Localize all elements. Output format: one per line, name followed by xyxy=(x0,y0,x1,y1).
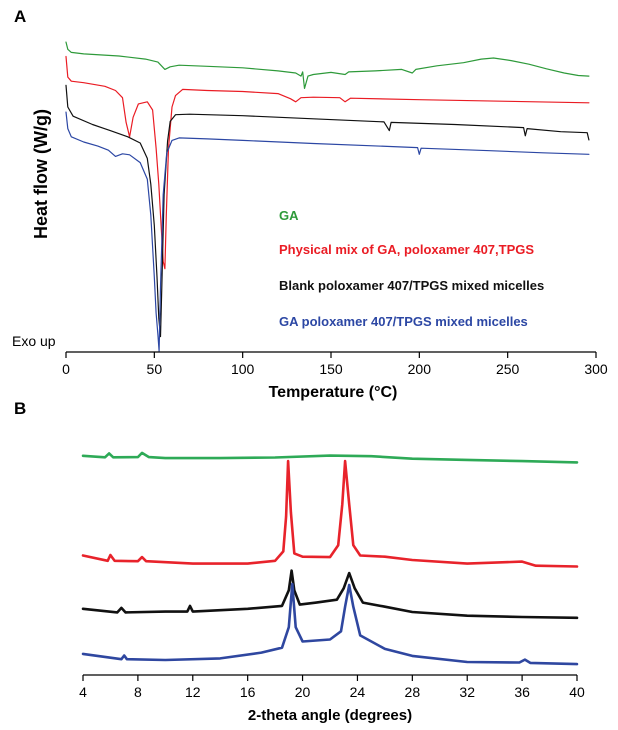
panel-b-x-tick-label: 16 xyxy=(240,684,256,700)
panel-a-legend-entry: Physical mix of GA, poloxamer 407,TPGS xyxy=(279,242,534,257)
panel-b-xrd-chart: B 4 8 12 16 20 24 28 32 36 40 2-theta angle (degr… xyxy=(14,399,585,724)
panel-a-x-axis-title: Temperature (°C) xyxy=(269,384,398,401)
panel-a-x-tick-label: 50 xyxy=(147,361,163,377)
panel-a-legend-entry: GA xyxy=(279,208,299,223)
panel-a-letter: A xyxy=(14,7,26,26)
panel-b-x-tick-label: 28 xyxy=(405,684,421,700)
panel-a-series-group xyxy=(65,41,590,352)
panel-b-letter: B xyxy=(14,399,26,418)
panel-b-x-ticks: 4 8 12 16 20 24 28 32 36 40 xyxy=(79,675,585,700)
panel-a-x-tick-label: 200 xyxy=(408,361,432,377)
panel-b-x-tick-label: 8 xyxy=(134,684,142,700)
panel-b-x-axis-title: 2-theta angle (degrees) xyxy=(248,707,412,724)
panel-a-dsc-chart: A Heat flow (W/g) Exo up 0 50 100 150 200 250… xyxy=(12,7,608,401)
panel-b-series-line-2 xyxy=(81,459,579,568)
panel-a-series-line-4 xyxy=(65,111,590,352)
panel-b-series-line-3 xyxy=(81,569,579,620)
panel-a-x-ticks: 0 50 100 150 200 250 300 xyxy=(62,352,608,377)
panel-a-x-tick-label: 100 xyxy=(231,361,255,377)
panel-b-x-tick-label: 20 xyxy=(295,684,311,700)
panel-b-x-tick-label: 4 xyxy=(79,684,87,700)
panel-a-x-tick-label: 0 xyxy=(62,361,70,377)
panel-b-x-tick-label: 32 xyxy=(459,684,475,700)
panel-a-x-tick-label: 150 xyxy=(319,361,343,377)
panel-b-x-tick-label: 36 xyxy=(514,684,530,700)
panel-b-series-line-1 xyxy=(81,451,579,464)
panel-a-series-line-2 xyxy=(65,55,590,270)
panel-a-x-tick-label: 300 xyxy=(584,361,608,377)
panel-a-legend: GA Physical mix of GA, poloxamer 407,TPGS… xyxy=(279,208,544,329)
panel-a-series-line-3 xyxy=(65,84,590,338)
panel-b-series-group xyxy=(81,451,579,666)
panel-b-x-tick-label: 12 xyxy=(185,684,201,700)
panel-a-legend-entry: Blank poloxamer 407/TPGS mixed micelles xyxy=(279,278,544,293)
panel-a-x-tick-label: 250 xyxy=(496,361,520,377)
panel-b-x-tick-label: 24 xyxy=(350,684,366,700)
panel-a-y-axis-title: Heat flow (W/g) xyxy=(31,109,51,239)
panel-b-series-line-4 xyxy=(81,582,579,666)
panel-a-series-line-1 xyxy=(65,41,590,89)
panel-a-legend-entry: GA poloxamer 407/TPGS mixed micelles xyxy=(279,314,528,329)
panel-b-x-tick-label: 40 xyxy=(569,684,585,700)
panel-a-exo-up-annotation: Exo up xyxy=(12,333,56,349)
